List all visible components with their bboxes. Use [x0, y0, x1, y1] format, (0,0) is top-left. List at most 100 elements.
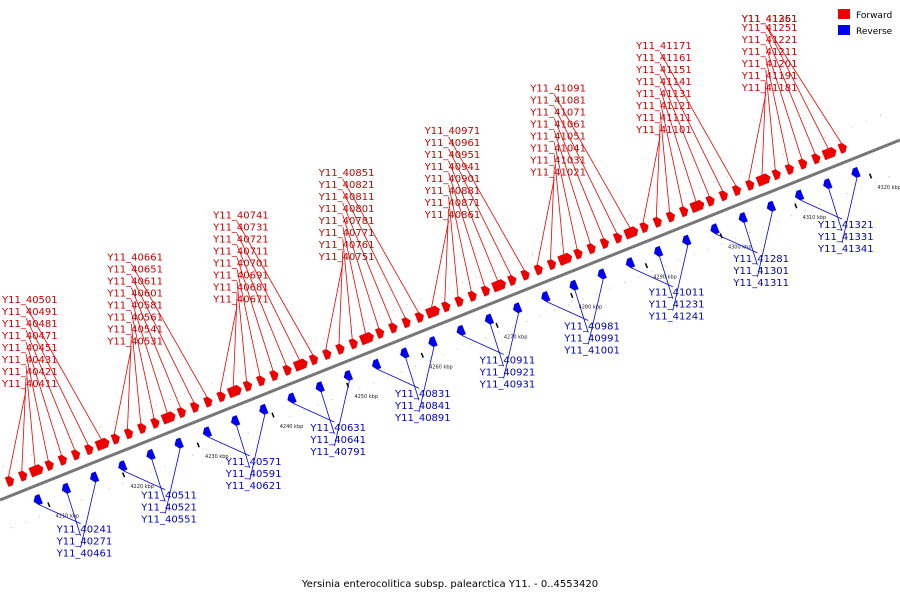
forward-gene-arrow: [467, 290, 477, 302]
reverse-leader-line: [715, 233, 758, 254]
forward-gene-arrow: [335, 343, 345, 355]
forward-gene-arrow: [4, 475, 15, 487]
forward-gene-arrow: [374, 327, 385, 339]
forward-gene-label: Y11_40871: [424, 198, 481, 209]
axis-tick-label: 4270 kbp: [504, 334, 528, 340]
reverse-gene-label: Y11_40791: [309, 447, 366, 458]
reverse-leader-line: [587, 279, 604, 345]
reverse-gene-label: Y11_40521: [140, 503, 197, 514]
forward-leader-line: [553, 94, 631, 228]
forward-leader-line: [25, 329, 75, 450]
reverse-gene-arrow: [710, 223, 720, 235]
forward-gene-label: Y11_40901: [424, 174, 481, 185]
reverse-gene-arrow: [371, 358, 382, 370]
reverse-gene-arrow: [569, 279, 579, 291]
forward-gene-label: Y11_41081: [529, 96, 586, 107]
reverse-gene-label: Y11_40511: [140, 491, 197, 502]
reverse-gene-arrow: [512, 302, 523, 314]
forward-leader-line: [761, 81, 767, 175]
forward-gene-arrow: [573, 248, 583, 260]
reverse-gene-arrow: [597, 268, 607, 280]
forward-gene-label: Y11_40561: [106, 313, 163, 324]
forward-leader-line: [553, 118, 604, 239]
forward-gene-label: Y11_40451: [1, 343, 58, 354]
axis-tick: [644, 263, 649, 269]
forward-gene-label: Y11_40471: [1, 331, 58, 342]
forward-gene-label: Y11_41091: [529, 84, 586, 95]
forward-gene-label: Y11_40601: [106, 289, 163, 300]
forward-leader-line: [342, 202, 393, 323]
reverse-leader-line: [151, 459, 166, 502]
forward-leader-line: [236, 281, 247, 381]
forward-gene-arrow: [678, 206, 689, 218]
legend: Forward Reverse: [838, 9, 893, 37]
forward-leader-line: [25, 317, 89, 445]
axis-tick-label: 4280 kbp: [579, 304, 603, 310]
reverse-leader-line: [462, 335, 504, 355]
reverse-gene-arrow: [400, 347, 410, 359]
reverse-gene-label: Y11_41001: [563, 346, 620, 357]
reverse-leader-line: [405, 358, 420, 401]
forward-gene-label: Y11_40501: [1, 295, 58, 306]
forward-gene-arrow: [150, 417, 160, 429]
forward-gene-arrow: [189, 401, 200, 413]
reverse-leader-line: [800, 199, 843, 220]
forward-leader-line: [765, 45, 803, 160]
reverse-leader-line: [123, 470, 166, 491]
reverse-gene-label: Y11_41231: [648, 300, 705, 311]
forward-leader-line: [130, 263, 208, 397]
forward-gene-arrow: [639, 222, 649, 234]
forward-gene-arrow: [94, 437, 110, 451]
forward-leader-line: [342, 239, 353, 339]
reverse-gene-arrow: [315, 381, 325, 393]
reverse-gene-arrow: [146, 448, 156, 460]
forward-gene-label: Y11_41221: [741, 35, 798, 46]
forward-gene-arrow: [454, 296, 464, 308]
reverse-gene-label: Y11_40461: [56, 549, 113, 560]
reverse-leader-line: [249, 414, 266, 480]
reverse-gene-arrow: [61, 482, 72, 494]
forward-gene-label: Y11_40611: [106, 277, 163, 288]
forward-leader-line: [765, 24, 842, 144]
reverse-leader-line: [828, 188, 843, 232]
forward-gene-arrow: [755, 173, 771, 187]
forward-gene-arrow: [425, 305, 440, 319]
reverse-gene-label: Y11_40911: [479, 355, 536, 366]
forward-gene-label: Y11_40691: [212, 270, 269, 281]
reverse-gene-arrow: [653, 245, 664, 257]
reverse-track-guide: [10, 171, 900, 529]
forward-gene-label: Y11_40541: [106, 325, 163, 336]
forward-leader-line: [536, 178, 555, 265]
forward-leader-line: [342, 190, 406, 318]
leader-line-layer: [8, 24, 858, 548]
reverse-gene-label: Y11_41301: [732, 266, 789, 277]
forward-leader-line: [130, 299, 168, 413]
forward-gene-arrow: [242, 380, 253, 392]
forward-gene-arrow: [203, 396, 213, 408]
forward-gene-arrow: [623, 226, 639, 240]
axis-tick: [868, 173, 873, 179]
reverse-legend-swatch: [838, 25, 850, 35]
reverse-gene-label: Y11_40641: [309, 435, 366, 446]
forward-gene-label: Y11_40851: [318, 168, 375, 179]
axis-tick: [719, 233, 723, 239]
forward-legend-label: Forward: [856, 11, 892, 21]
forward-gene-label: Y11_41151: [635, 65, 692, 76]
forward-gene-label: Y11_40961: [424, 138, 481, 149]
forward-leader-line: [236, 257, 274, 371]
reverse-gene-label: Y11_40631: [309, 423, 366, 434]
reverse-gene-arrow: [541, 290, 551, 302]
forward-gene-label: Y11_41171: [635, 41, 692, 52]
forward-gene-label: Y11_41211: [741, 47, 798, 58]
forward-gene-label: Y11_41111: [635, 113, 692, 124]
forward-leader-line: [325, 263, 344, 350]
axis-tick-label: 4300 kbp: [728, 245, 752, 251]
reverse-gene-arrow: [766, 200, 777, 212]
axis-tick: [121, 472, 126, 478]
forward-leader-line: [659, 64, 723, 191]
forward-gene-label: Y11_41261: [741, 14, 798, 25]
forward-gene-arrow: [441, 301, 451, 313]
reverse-gene-label: Y11_40931: [479, 379, 536, 390]
forward-gene-label: Y11_40651: [106, 265, 163, 276]
forward-gene-arrow: [28, 464, 44, 478]
